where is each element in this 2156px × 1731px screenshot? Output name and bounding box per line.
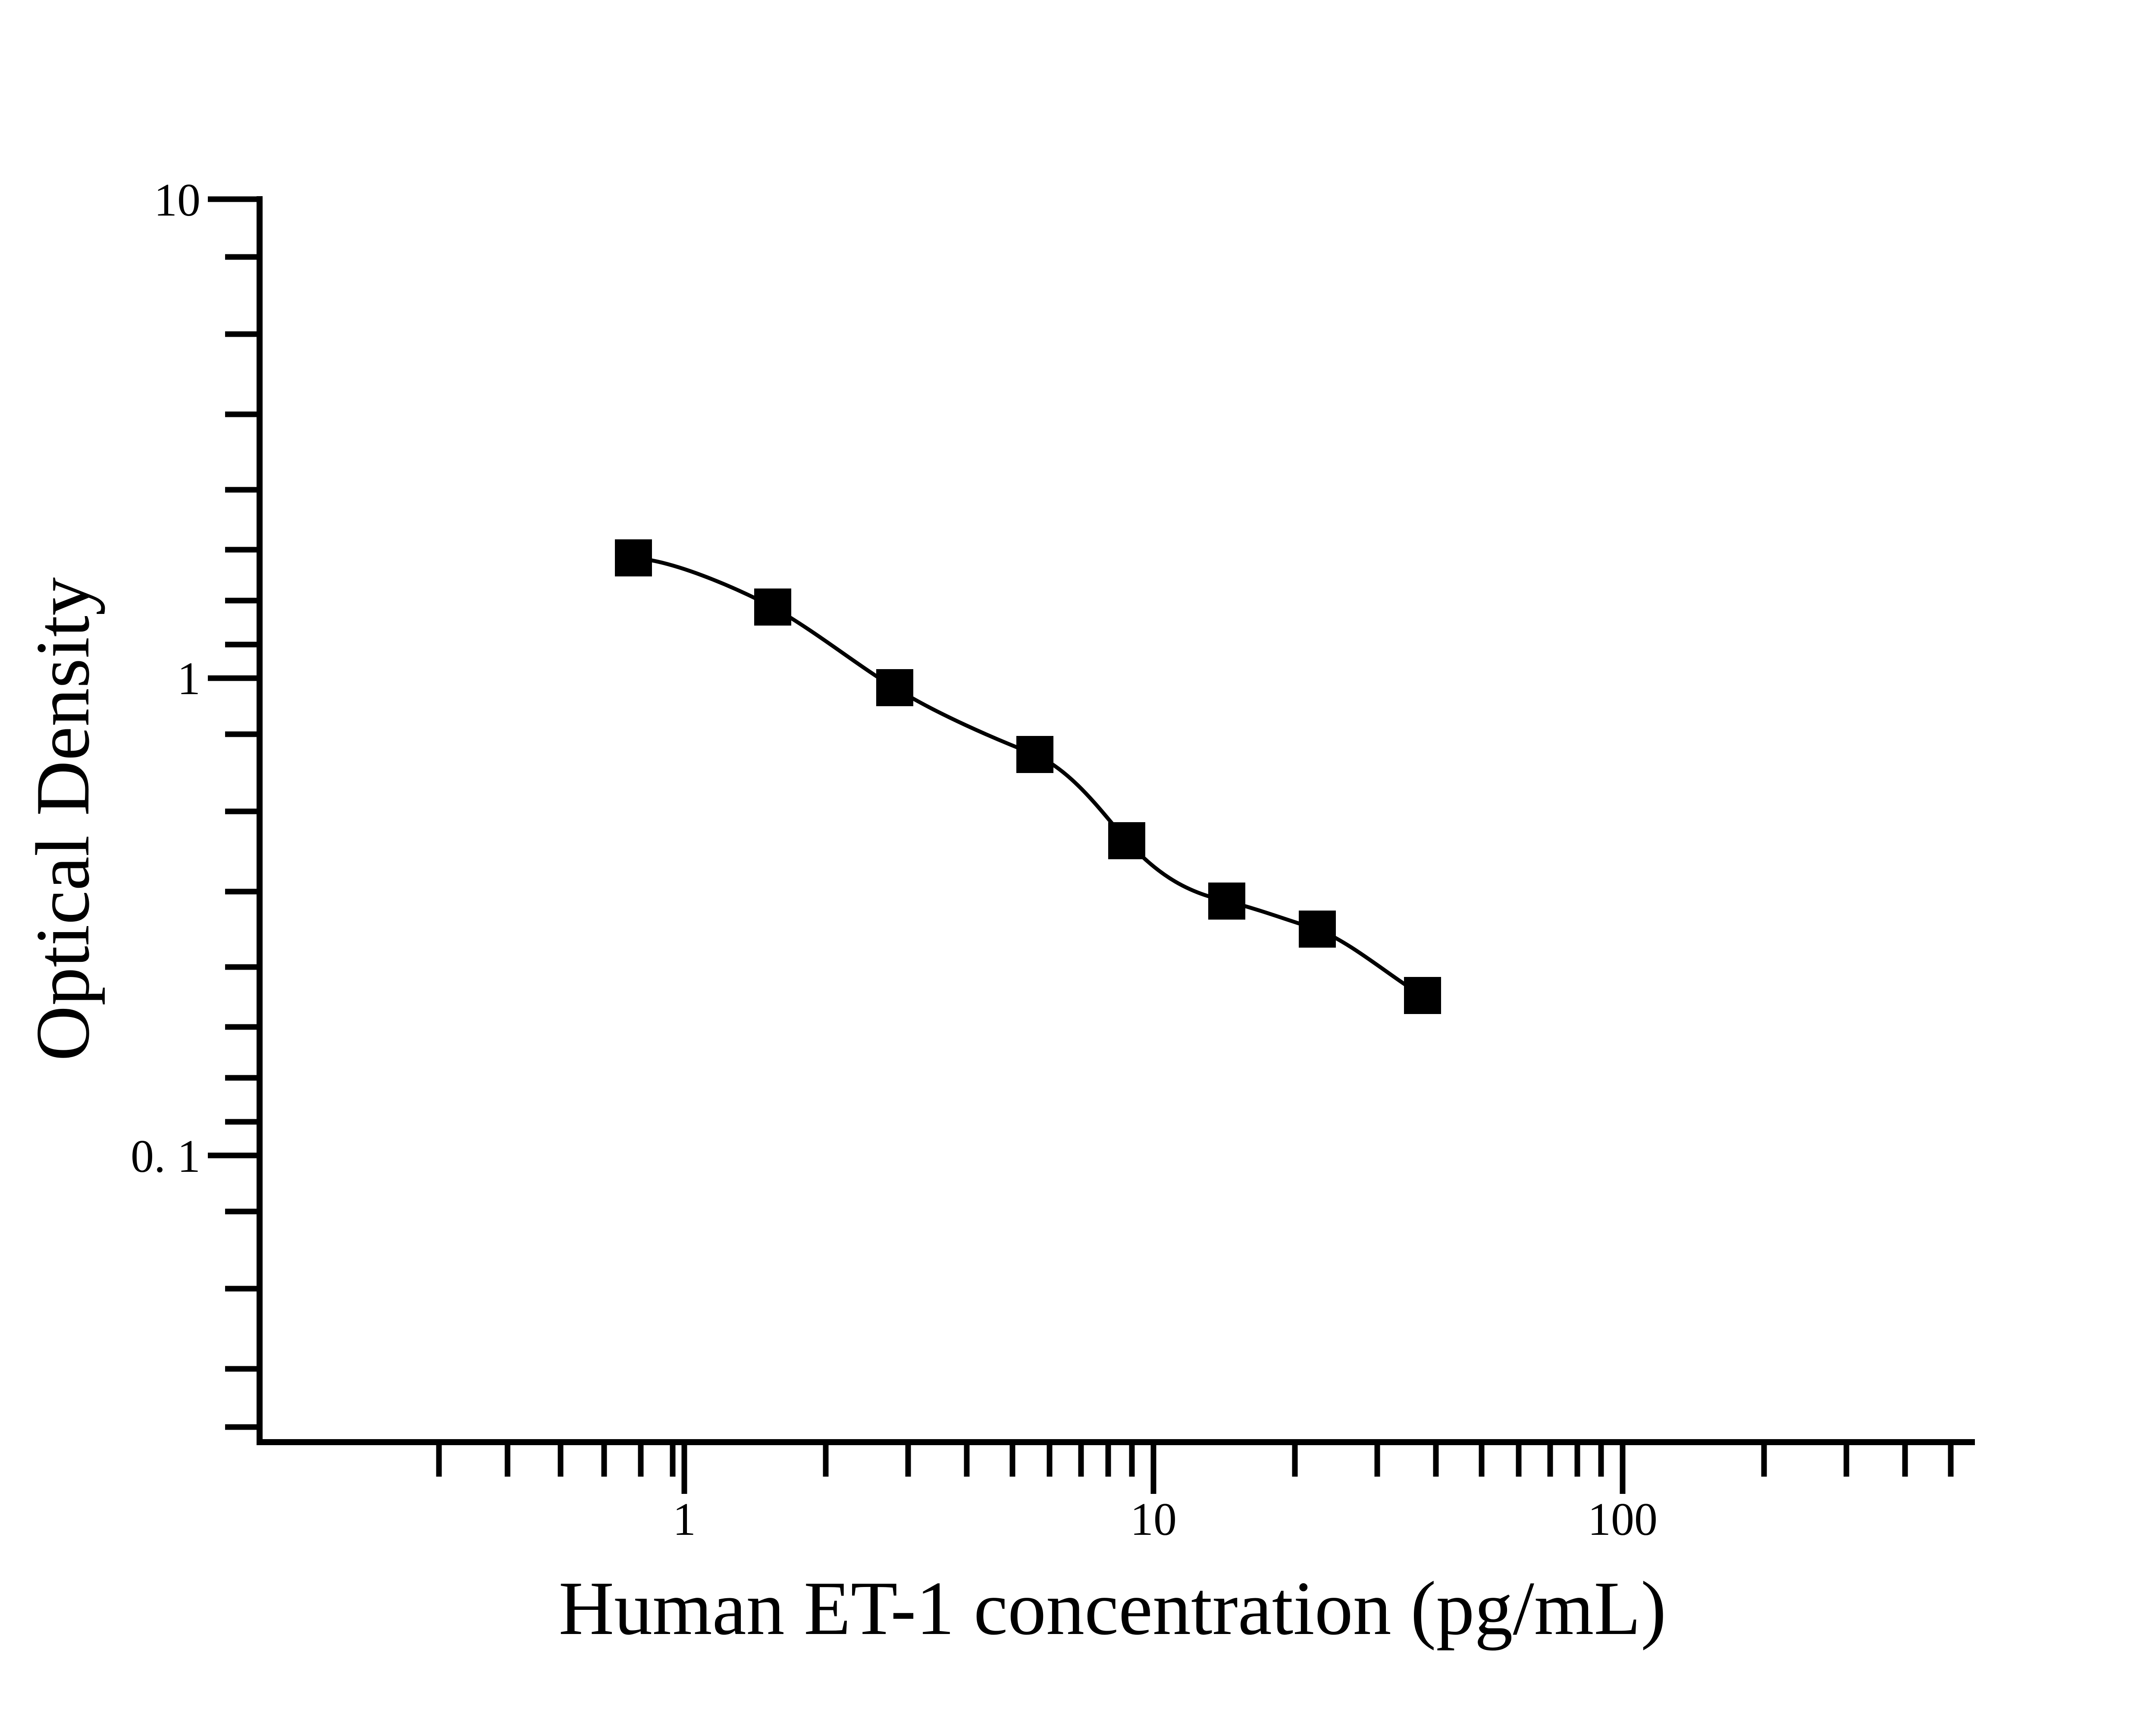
x-axis-title: Human ET-1 concentration (pg/mL) <box>559 1565 1667 1651</box>
x-tick-label-10: 10 <box>1130 1494 1177 1545</box>
x-axis-ticks <box>436 1442 1954 1494</box>
y-axis-title: Optical Density <box>20 577 105 1061</box>
x-tick-label-1: 1 <box>673 1494 696 1545</box>
data-point-marker[interactable] <box>754 588 791 626</box>
data-markers <box>615 539 1441 1014</box>
data-point-marker[interactable] <box>615 539 652 576</box>
x-tick-label-100: 100 <box>1588 1494 1658 1545</box>
y-axis-ticks <box>208 196 260 1430</box>
y-tick-label-10: 10 <box>154 175 201 226</box>
data-point-marker[interactable] <box>1016 736 1053 773</box>
data-point-marker[interactable] <box>1208 883 1245 920</box>
data-point-marker[interactable] <box>1299 911 1336 948</box>
data-point-marker[interactable] <box>1108 822 1145 859</box>
data-point-marker[interactable] <box>876 669 913 706</box>
data-point-marker[interactable] <box>1404 977 1441 1014</box>
y-tick-label-0.1: 0. 1 <box>131 1131 201 1182</box>
y-tick-label-1: 1 <box>177 653 201 704</box>
